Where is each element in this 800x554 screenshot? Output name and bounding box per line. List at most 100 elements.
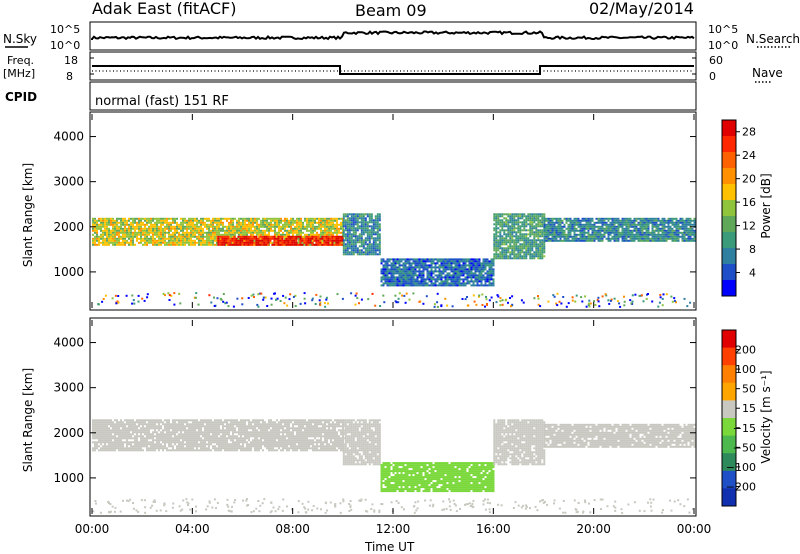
pixel-region-3 <box>464 260 467 263</box>
pixel-region-5 <box>607 239 610 242</box>
pixel-region-5 <box>689 227 692 230</box>
pixel-region-0 <box>154 223 156 226</box>
pixel-region-2 <box>370 247 373 250</box>
scatter-pixel <box>247 297 250 299</box>
pixel-region-3 <box>488 262 491 265</box>
pixel-region-5 <box>691 231 694 234</box>
pixel-region-3 <box>490 258 493 261</box>
pixel-region-3 <box>414 282 417 285</box>
pixel-region-2 <box>346 247 349 250</box>
pixel-region-0 <box>150 223 152 226</box>
pixel-region-4 <box>531 253 534 256</box>
pixel-region-5 <box>599 227 602 230</box>
pixel-region-1 <box>255 235 258 238</box>
pixel-region-3 <box>396 280 399 283</box>
pixel-region-0 <box>156 427 158 430</box>
pixel-region-5 <box>629 223 632 226</box>
pixel-region-4 <box>533 227 536 230</box>
pixel-region-0 <box>208 243 210 246</box>
pixel-region-4 <box>529 221 532 224</box>
pixel-region-0 <box>104 219 106 222</box>
pixel-region-2 <box>346 219 349 222</box>
pixel-region-0 <box>208 217 210 220</box>
pixel-region-1 <box>259 239 262 242</box>
pixel-region-5 <box>557 229 560 232</box>
pixel-region-0 <box>184 237 186 240</box>
scatter-pixel <box>461 298 464 300</box>
pixel-region-5 <box>621 237 624 240</box>
pixel-region-0 <box>130 429 132 432</box>
pixel-region-1 <box>291 241 294 244</box>
pixel-region-3 <box>476 264 479 267</box>
pixel-region-4 <box>499 215 502 218</box>
pixel-region-3 <box>456 276 459 279</box>
pixel-region-2 <box>368 233 371 236</box>
pixel-region-1 <box>247 237 250 240</box>
pixel-region-3 <box>394 262 397 265</box>
pixel-region-2 <box>352 239 355 242</box>
pixel-region-4 <box>541 243 544 246</box>
pixel-region-5 <box>547 239 550 242</box>
pixel-region-0 <box>152 443 154 446</box>
pixel-region-0 <box>130 237 132 240</box>
pixel-region-0 <box>120 221 122 224</box>
pixel-region-3 <box>398 282 401 285</box>
pixel-region-3 <box>398 268 401 271</box>
pixel-region-2 <box>342 229 345 232</box>
pixel-region-2 <box>342 223 345 226</box>
pixel-region-2 <box>370 225 373 228</box>
pixel-region-0 <box>128 435 130 438</box>
pixel-region-3 <box>396 262 399 265</box>
pixel-region-0 <box>246 231 248 234</box>
pixel-region-0 <box>284 219 286 222</box>
pixel-region-4 <box>541 213 544 216</box>
pixel-region-0 <box>108 223 110 226</box>
pixel-region-0 <box>154 237 156 240</box>
pixel-region-3 <box>444 280 447 283</box>
pixel-region-5 <box>623 223 626 226</box>
pixel-region-0 <box>310 227 312 230</box>
pixel-region-3 <box>418 272 421 275</box>
pixel-region-0 <box>300 231 302 234</box>
pixel-region-3 <box>396 266 399 269</box>
pixel-region-3 <box>490 266 493 269</box>
pixel-region-0 <box>128 217 130 220</box>
pixel-region-2 <box>360 235 363 238</box>
pixel-region-0 <box>116 439 118 442</box>
pixel-region-5 <box>623 239 626 242</box>
pixel-region-3 <box>420 262 423 265</box>
pixel-region-0 <box>100 237 102 240</box>
pixel-region-1 <box>295 239 298 242</box>
pixel-region-1 <box>293 237 296 240</box>
pixel-region-2 <box>358 253 361 256</box>
pixel-region-0 <box>148 447 150 450</box>
pixel-region-0 <box>94 441 96 444</box>
scatter-pixel <box>507 301 509 304</box>
pixel-region-4 <box>509 217 512 220</box>
pixel-region-5 <box>591 217 594 220</box>
pixel-region-0 <box>194 223 196 226</box>
pixel-region-5 <box>637 233 640 236</box>
pixel-region-0 <box>104 419 106 422</box>
pixel-region-5 <box>639 229 642 232</box>
pixel-region-5 <box>685 221 688 224</box>
nsearch-label: N.Search <box>746 32 800 46</box>
pixel-region-2 <box>362 251 365 254</box>
pixel-region-3 <box>412 276 415 279</box>
scatter-pixel <box>318 299 321 302</box>
pixel-region-0 <box>206 233 208 236</box>
pixel-region-3 <box>436 278 439 281</box>
pixel-region-0 <box>316 221 318 224</box>
pixel-region-3 <box>488 278 491 281</box>
pixel-region-0 <box>186 229 188 232</box>
pixel-region-1 <box>249 239 252 242</box>
pixel-region-0 <box>318 221 320 224</box>
pixel-region-3 <box>474 258 477 261</box>
pixel-region-0 <box>328 221 330 224</box>
pixel-region-5 <box>543 233 546 236</box>
pixel-region-5 <box>625 231 628 234</box>
pixel-region-3 <box>470 258 473 261</box>
pixel-region-0 <box>302 225 304 228</box>
pixel-region-5 <box>635 217 638 220</box>
pixel-region-3 <box>488 276 491 279</box>
